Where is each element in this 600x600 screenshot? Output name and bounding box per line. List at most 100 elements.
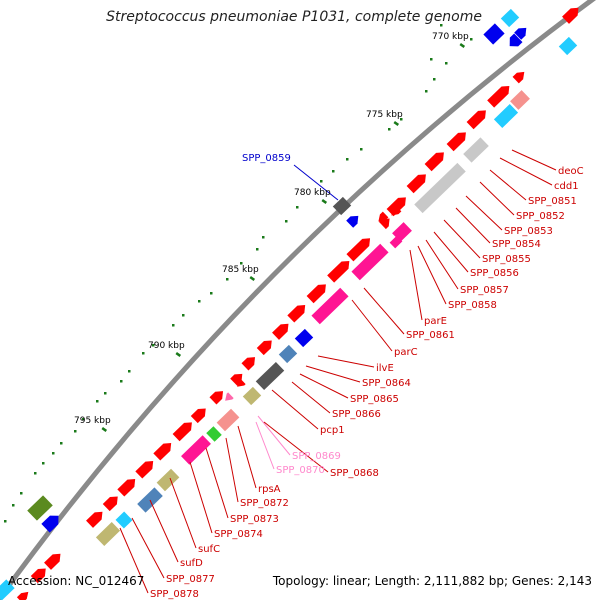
gene-fwd-14 — [241, 357, 256, 371]
scale-dot-14 — [262, 236, 265, 239]
scale-dot-30 — [60, 442, 63, 445]
gene-fwd-20 — [135, 461, 154, 479]
labels-layer: 770 kbp 775 kbp 780 kbp 785 kbp 790 kbp 795 k… — [74, 32, 584, 600]
gene-label-SPP_0855: SPP_0855 — [482, 254, 531, 265]
gene-fwd-10 — [306, 284, 326, 304]
gene-lime-1 — [206, 426, 222, 442]
tick-mark-6 — [101, 427, 108, 432]
scale-dot-24 — [128, 370, 131, 373]
leader-deoC — [511, 149, 557, 171]
gene-label-sufC: sufC — [198, 544, 220, 555]
leader-rpsA — [237, 425, 257, 489]
gene-label-SPP_0870: SPP_0870 — [276, 465, 325, 476]
gene-label-SPP_0865: SPP_0865 — [350, 394, 399, 405]
leader-parC — [351, 299, 393, 352]
gene-magenta-3 — [351, 243, 389, 281]
gene-small-red-1 — [391, 205, 402, 216]
gene-fwd-3 — [446, 132, 466, 152]
gene-fwd-4 — [424, 152, 444, 172]
leader-SPP_0877 — [131, 517, 165, 579]
scale-dot-13 — [285, 220, 288, 223]
gene-label-SPP_0873: SPP_0873 — [230, 514, 279, 525]
gene-label-SPP_0853: SPP_0853 — [504, 226, 553, 237]
tick-label-6: 795 kbp — [74, 416, 111, 426]
leader-SPP_0865 — [299, 373, 349, 399]
tick-label-1: 770 kbp — [432, 32, 469, 42]
gene-top-red-1 — [562, 7, 579, 24]
gene-fwd-22 — [102, 496, 118, 512]
genome-title: Streptococcus pneumoniae P1031, complete… — [106, 9, 482, 25]
gene-label-cdd1: cdd1 — [554, 181, 579, 192]
gene-top-cyan-1 — [500, 8, 520, 28]
scale-dot-9 — [346, 158, 349, 161]
scale-dot-36 — [4, 520, 7, 523]
leader-SPP_0856 — [433, 231, 469, 273]
gene-fwd-18 — [172, 422, 192, 442]
scale-dot-32 — [42, 462, 45, 465]
leader-outer — [293, 164, 339, 201]
leader-SPP_0874 — [189, 461, 213, 534]
tick-mark-1 — [459, 43, 466, 48]
gene-label-pcp1: pcp1 — [320, 425, 345, 436]
scale-dot-1 — [470, 38, 473, 41]
scale-dot-28 — [82, 418, 85, 421]
tick-mark-5 — [175, 352, 182, 357]
leader-sufC — [169, 477, 197, 549]
gene-label-SPP_0858: SPP_0858 — [448, 300, 497, 311]
gene-salmon-1 — [510, 90, 530, 110]
tick-label-4: 785 kbp — [222, 265, 259, 275]
leader-SPP_0878 — [119, 527, 149, 594]
scale-dot-10 — [332, 170, 335, 173]
leader-SPP_0868 — [263, 421, 329, 473]
scale-dot-27 — [96, 400, 99, 403]
leader-cdd1 — [499, 157, 553, 186]
tick-dots-layer — [4, 24, 473, 523]
scale-dot-17 — [226, 278, 229, 281]
gene-cyan-1 — [493, 104, 519, 128]
gene-outer-darkgrey — [332, 196, 352, 216]
gene-label-SPP_0869: SPP_0869 — [292, 451, 341, 462]
gene-grey-1 — [463, 137, 489, 163]
gene-label-parC: parC — [394, 347, 418, 358]
gene-label-SPP_0854: SPP_0854 — [492, 239, 541, 250]
scale-dot-19 — [198, 300, 201, 303]
gene-outer-blue — [346, 215, 359, 228]
leader-SPP_0870 — [255, 421, 275, 470]
gene-label-SPP_0878: SPP_0878 — [150, 589, 199, 600]
gene-outer-green — [27, 495, 53, 521]
gene-olive-1 — [242, 386, 262, 406]
gene-small-red-3 — [237, 378, 246, 387]
tick-label-2: 775 kbp — [366, 110, 403, 120]
scale-dot-6 — [400, 118, 403, 121]
scale-dot-20 — [182, 314, 185, 317]
gene-label-SPP_0852: SPP_0852 — [516, 211, 565, 222]
gene-small-pink-1 — [225, 392, 234, 401]
gene-label-sufD: sufD — [180, 558, 203, 569]
gene-fwd-23 — [86, 511, 103, 528]
gene-outer-red — [16, 591, 29, 600]
scale-dot-7 — [388, 128, 391, 131]
gene-fwd-24 — [44, 553, 61, 570]
gene-label-SPP_0861: SPP_0861 — [406, 330, 455, 341]
scale-dot-12 — [296, 206, 299, 209]
scale-dot-33 — [34, 472, 37, 475]
gene-top-red-2 — [512, 71, 525, 84]
gene-label-outer: SPP_0859 — [242, 153, 291, 164]
leader-SPP_0855 — [443, 219, 481, 259]
gene-label-SPP_0874: SPP_0874 — [214, 529, 263, 540]
leader-SPP_0861 — [363, 287, 405, 335]
gene-darkgrey-1 — [255, 361, 285, 391]
gene-label-SPP_0851: SPP_0851 — [528, 196, 577, 207]
gene-fwd-19 — [153, 443, 172, 461]
gene-blue-1 — [294, 328, 314, 348]
gene-label-deoC: deoC — [558, 166, 584, 177]
gene-top-blue-3 — [514, 27, 527, 40]
gene-label-ilvE: ilvE — [376, 363, 394, 374]
tick-label-5: 790 kbp — [148, 341, 185, 351]
gene-top-cyan-2 — [558, 36, 578, 56]
gene-olive-3 — [95, 522, 121, 546]
gene-label-SPP_0868: SPP_0868 — [330, 468, 379, 479]
scale-dot-0 — [440, 24, 443, 27]
